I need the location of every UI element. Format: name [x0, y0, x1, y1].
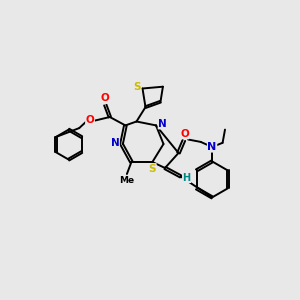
Text: O: O: [180, 129, 189, 139]
Text: O: O: [85, 115, 94, 125]
Text: N: N: [208, 142, 217, 152]
Text: S: S: [149, 164, 156, 174]
Text: N: N: [158, 119, 167, 129]
Text: S: S: [134, 82, 141, 92]
Text: H: H: [182, 172, 191, 183]
Text: Me: Me: [119, 176, 134, 185]
Text: O: O: [100, 93, 109, 103]
Text: N: N: [110, 138, 119, 148]
